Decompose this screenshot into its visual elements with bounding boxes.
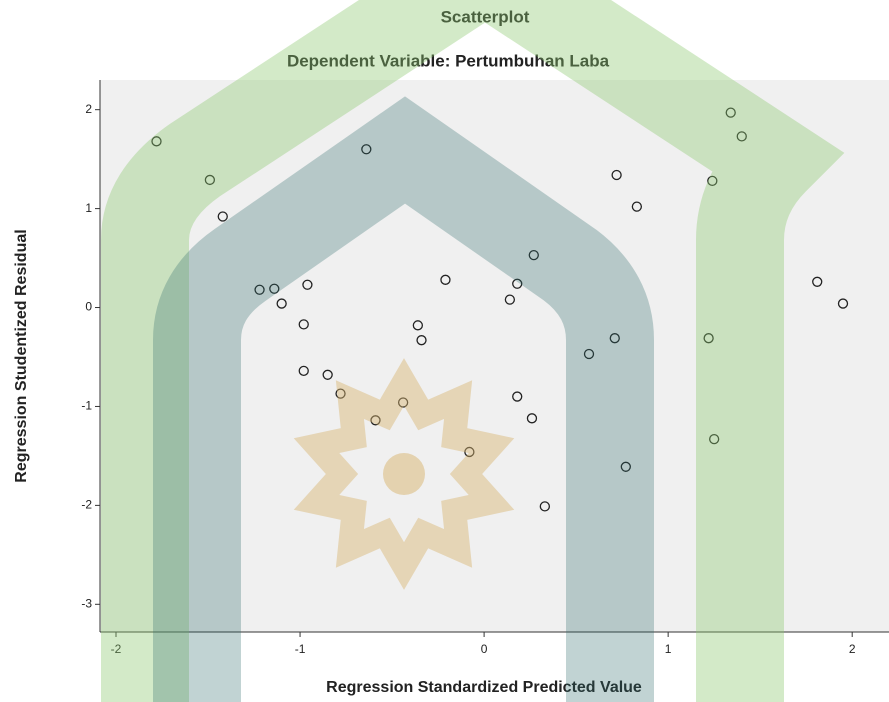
x-tick-label: -2 [111,642,122,656]
y-tick-label: -2 [81,498,92,512]
x-tick-label: -1 [295,642,306,656]
y-axis-title: Regression Studentized Residual [13,229,30,482]
y-tick-label: 0 [85,300,92,314]
chart: -3 -2 -1 0 1 2 -2 -1 0 1 2 Scatterplot Dependent Va… [0,0,889,702]
x-tick-label: 1 [665,642,672,656]
y-tick-label: 2 [85,102,92,116]
x-tick-label: 0 [481,642,488,656]
chart-title: Scatterplot [441,7,530,26]
x-axis-title: Regression Standardized Predicted Value [326,679,642,696]
y-tick-label: 1 [85,201,92,215]
y-tick-label: -1 [81,399,92,413]
plot-area [100,80,889,632]
y-tick-label: -3 [81,596,92,610]
chart-subtitle: Dependent Variable: Pertumbuhan Laba [287,51,610,70]
x-tick-label: 2 [849,642,856,656]
page: -3 -2 -1 0 1 2 -2 -1 0 1 2 Scatterplot Dependent Va… [0,0,889,702]
